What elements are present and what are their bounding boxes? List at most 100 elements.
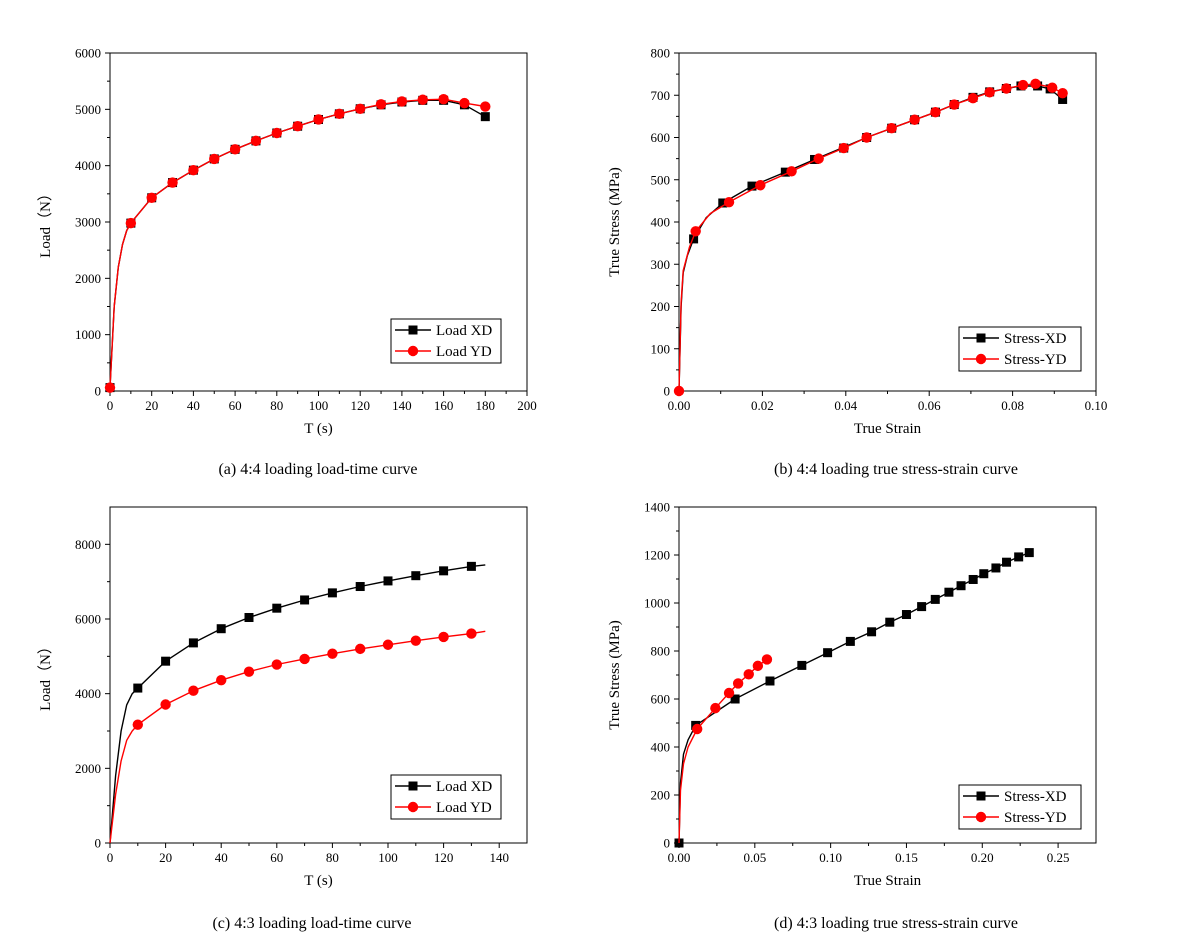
y-tick-label: 6000 (75, 612, 101, 627)
legend-marker (976, 791, 986, 801)
data-point (216, 624, 226, 634)
data-point (755, 180, 766, 191)
data-point (411, 571, 421, 581)
y-tick-label: 500 (651, 172, 671, 187)
data-point (438, 631, 449, 643)
data-point (132, 719, 143, 730)
data-point (917, 602, 927, 612)
data-point (480, 112, 490, 122)
data-point (967, 93, 979, 104)
data-point (125, 217, 137, 229)
data-point (752, 660, 764, 672)
x-tick-label: 0.00 (668, 850, 691, 865)
data-point (673, 385, 685, 397)
data-point (1024, 548, 1034, 558)
legend-label: Load YD (436, 344, 492, 360)
data-point (466, 561, 476, 571)
data-point (867, 627, 877, 637)
legend: Load XD Load YD (390, 774, 502, 820)
series-load-yd (104, 93, 491, 393)
x-tick-label: 0 (107, 850, 114, 865)
data-point (984, 87, 995, 98)
x-tick-label: 120 (350, 398, 370, 413)
y-tick-label: 800 (651, 46, 671, 61)
y-tick-label: 3000 (75, 215, 101, 230)
x-tick-label: 140 (489, 850, 509, 865)
x-tick-label: 60 (270, 850, 283, 865)
data-point (1058, 94, 1068, 104)
y-tick-label: 0 (664, 384, 671, 399)
data-point (104, 382, 116, 393)
data-point (327, 648, 338, 659)
x-tick-label: 180 (476, 398, 496, 413)
x-tick-label: 0.00 (668, 398, 691, 413)
y-tick-label: 200 (651, 299, 671, 314)
data-point (780, 167, 790, 177)
x-tick-label: 140 (392, 398, 412, 413)
legend: Load XD Load YD (390, 318, 502, 364)
data-point (133, 683, 143, 693)
data-point (689, 234, 699, 244)
data-point (272, 603, 282, 613)
legend-label: Stress-XD (1004, 789, 1067, 805)
legend: Stress-XD Stress-YD (958, 784, 1082, 830)
x-tick-label: 0.02 (751, 398, 774, 413)
data-point (271, 127, 282, 139)
legend-label: Stress-YD (1004, 352, 1067, 368)
chart-a-load-time-4-4: 0 20 40 60 80 100 120 140 160 180 2000100020003000… (37, 46, 537, 479)
y-tick-label: 200 (651, 788, 671, 803)
x-tick-label: 40 (215, 850, 228, 865)
x-tick-label: 0.05 (743, 850, 766, 865)
data-point (823, 648, 833, 658)
chart-b-stress-strain-4-4: 0.00 0.02 0.04 0.06 0.08 0.10 0 100 200 300 400 500… (607, 46, 1107, 479)
data-point (732, 678, 744, 689)
data-point (886, 123, 897, 134)
data-point (968, 574, 978, 584)
data-point (723, 196, 735, 208)
y-axis-title: True Stress (MPa) (607, 167, 623, 276)
y-axis-title: Load（N） (37, 186, 54, 258)
y-axis-title: Load（N） (37, 639, 54, 711)
data-point (396, 96, 408, 107)
legend-marker (976, 333, 986, 343)
x-tick-label: 40 (187, 398, 200, 413)
data-point (1014, 552, 1024, 562)
x-tick-label: 0.08 (1001, 398, 1024, 413)
data-point (188, 164, 199, 176)
series-stress-yd (673, 78, 1068, 397)
y-tick-label: 0 (664, 836, 671, 851)
y-tick-label: 100 (651, 341, 671, 356)
data-point (797, 660, 807, 670)
y-axis-title: True Stress (MPa) (607, 620, 623, 729)
data-point (944, 587, 954, 597)
x-axis-title: T (s) (304, 421, 332, 437)
data-point (1017, 79, 1029, 91)
x-tick-label: 0 (107, 398, 114, 413)
data-point (690, 226, 701, 237)
data-point (188, 638, 198, 648)
data-point (1002, 557, 1012, 567)
data-point (949, 99, 960, 110)
legend-label: Load XD (436, 779, 492, 795)
data-point (271, 659, 282, 670)
y-tick-label: 6000 (75, 46, 101, 61)
x-tick-label: 100 (309, 398, 329, 413)
y-tick-label: 700 (651, 88, 671, 103)
chart-c-load-time-4-3: 0 20 40 60 80 100 120 140 0 2000 4000 6000 8000 T (s)… (37, 506, 528, 932)
data-point (466, 628, 477, 639)
x-tick-label: 80 (326, 850, 339, 865)
data-point (300, 595, 310, 605)
x-axis-title: T (s) (304, 873, 332, 889)
data-point (355, 582, 365, 592)
data-point (209, 153, 220, 165)
data-point (930, 106, 941, 118)
data-point (1047, 82, 1058, 93)
data-point (901, 610, 911, 620)
data-point (991, 563, 1001, 573)
x-tick-label: 20 (159, 850, 172, 865)
data-point (459, 97, 470, 109)
data-point (909, 114, 920, 125)
data-point (160, 699, 171, 710)
data-point (691, 723, 703, 735)
